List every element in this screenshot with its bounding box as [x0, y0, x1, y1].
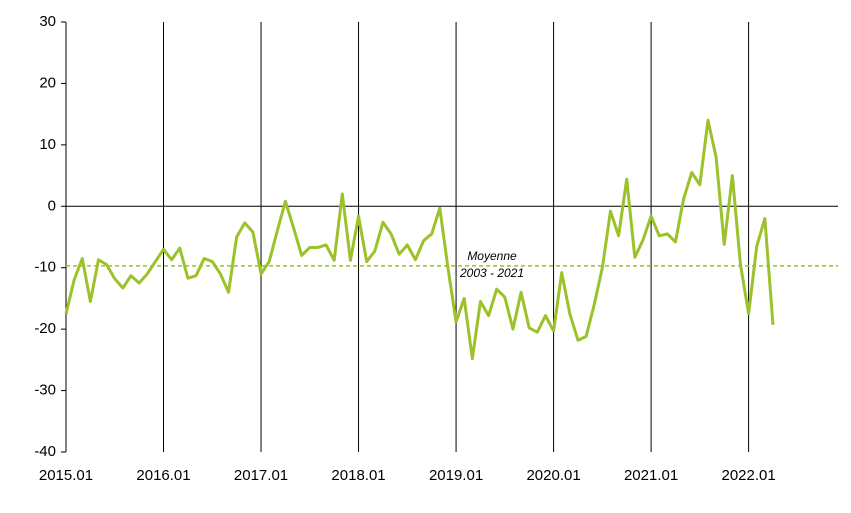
y-tick-label: -20 [34, 320, 56, 337]
y-tick-label: 30 [39, 13, 56, 30]
x-tick-label: 2015.01 [39, 467, 93, 484]
y-tick-label: -30 [34, 382, 56, 399]
y-tick-label: 10 [39, 136, 56, 153]
x-tick-label: 2017.01 [234, 467, 288, 484]
y-tick-label: -10 [34, 259, 56, 276]
x-tick-label: 2022.01 [721, 467, 775, 484]
reference-label: 2003 - 2021 [459, 266, 524, 280]
x-tick-label: 2020.01 [526, 467, 580, 484]
y-tick-label: 0 [48, 197, 56, 214]
data-line [64, 118, 775, 361]
x-tick-label: 2018.01 [331, 467, 385, 484]
x-tick-label: 2016.01 [136, 467, 190, 484]
reference-label: Moyenne [467, 249, 517, 263]
y-tick-label: -40 [34, 443, 56, 460]
x-tick-label: 2019.01 [429, 467, 483, 484]
y-tick-label: 20 [39, 74, 56, 91]
x-tick-label: 2021.01 [624, 467, 678, 484]
